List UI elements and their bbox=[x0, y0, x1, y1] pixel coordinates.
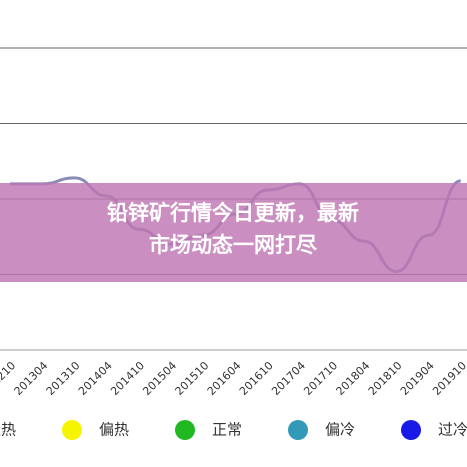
banner-text: 铅锌矿行情今日更新，最新 bbox=[107, 201, 359, 225]
banner-text: 市场动态一网打尽 bbox=[149, 233, 318, 257]
legend-label: 偏热 bbox=[99, 421, 129, 439]
legend-marker bbox=[401, 420, 421, 440]
legend-marker bbox=[62, 420, 82, 440]
legend-label: 正常 bbox=[212, 421, 242, 439]
legend-label: 过冷 bbox=[438, 421, 467, 439]
legend-marker bbox=[175, 420, 195, 440]
banner bbox=[0, 183, 467, 282]
legend-label: 过热 bbox=[0, 421, 16, 439]
legend-label: 偏冷 bbox=[325, 421, 355, 439]
legend-marker bbox=[288, 420, 308, 440]
